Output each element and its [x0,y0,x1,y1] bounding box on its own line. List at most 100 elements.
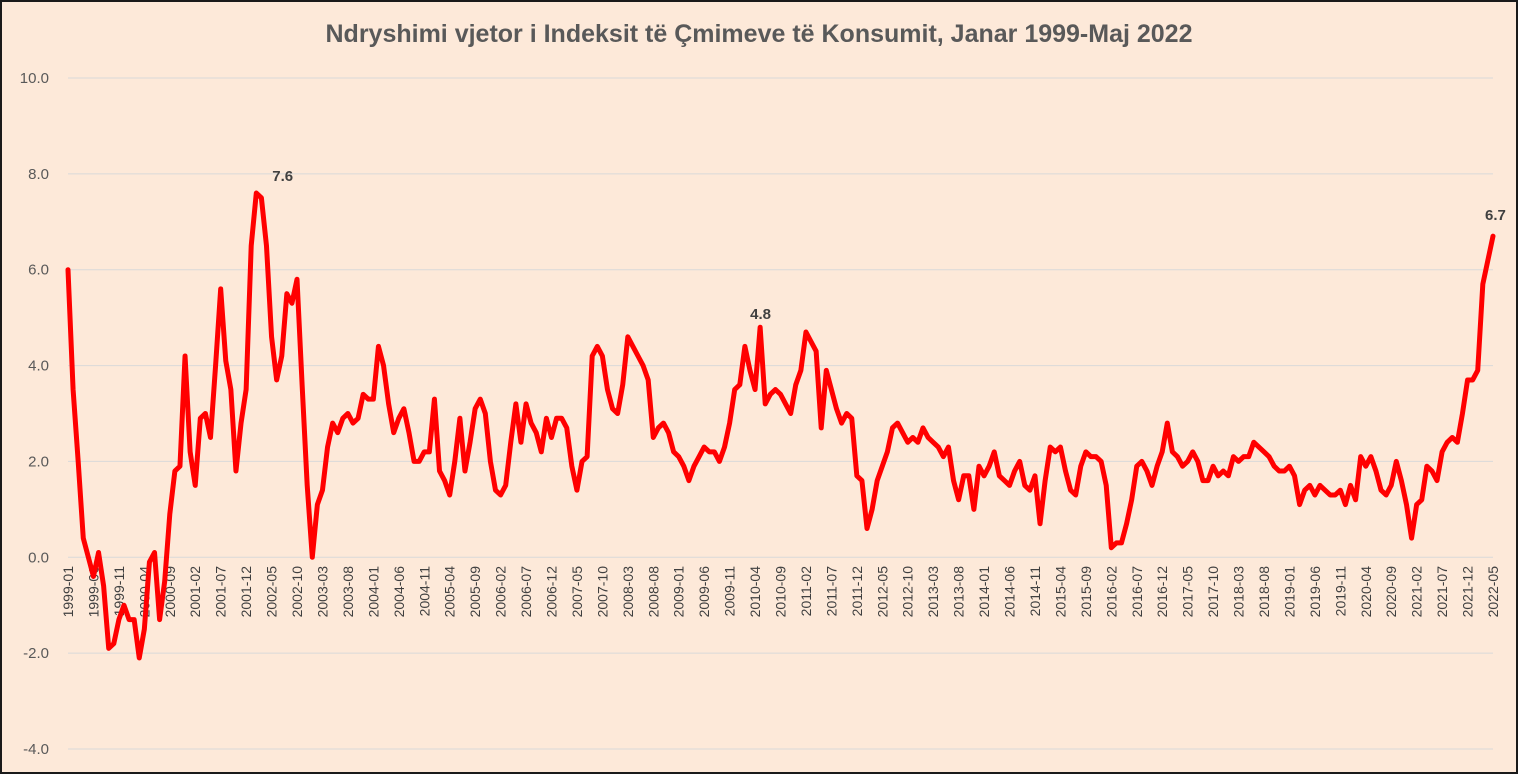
data-point [316,503,319,506]
data-point [499,493,502,497]
data-point [265,244,268,247]
data-point [987,465,991,468]
data-point [1110,546,1113,549]
data-point [219,287,222,291]
data-point [1196,460,1200,463]
data-point [1227,474,1230,478]
data-point [66,268,70,271]
data-point [372,397,375,401]
data-point [1446,441,1449,444]
data-point [1084,450,1088,454]
data-point [132,618,136,621]
x-tick-label: 1999-06 [85,566,101,618]
y-tick-label: 6.0 [28,262,49,279]
data-point [341,417,345,420]
data-point [596,345,599,348]
data-point [346,412,350,415]
data-point [957,498,960,501]
data-point [560,417,563,420]
data-point [667,431,670,434]
x-tick-label: 2017-05 [1180,566,1196,618]
data-point [138,656,141,660]
y-tick-label: 8.0 [28,166,49,183]
data-point [71,388,75,391]
data-point [952,479,955,482]
data-point [708,450,711,454]
data-point [850,417,853,420]
x-tick-label: 2015-09 [1078,566,1094,618]
chart-title: Ndryshimi vjetor i Indeksit të Çmimeve t… [325,20,1193,48]
data-point [234,469,238,473]
x-tick-label: 2022-05 [1485,566,1501,618]
data-point [209,436,212,439]
data-point [458,417,462,420]
data-point [1191,450,1194,454]
data-point [931,441,935,444]
data-point [1181,465,1184,468]
data-point [361,393,365,396]
data-point [1033,474,1037,478]
data-point [1303,488,1306,492]
data-point [606,388,609,391]
data-point [183,354,187,358]
data-point [926,436,930,439]
data-point [290,302,294,305]
data-point [295,278,299,281]
data-point [1150,484,1154,487]
data-point [1369,455,1373,458]
x-tick-label: 2002-10 [289,566,305,618]
data-point [748,369,752,372]
data-point [214,364,217,367]
data-point [1069,488,1072,492]
data-point [1293,474,1296,478]
data-point [468,441,472,444]
data-point [122,604,126,607]
data-point [1257,445,1261,449]
data-point [702,445,706,449]
data-point [188,450,192,454]
data-point [311,556,314,559]
x-tick-label: 2020-04 [1358,566,1374,618]
x-tick-label: 2019-01 [1281,566,1297,618]
data-point [891,426,894,430]
x-tick-label: 2005-04 [442,566,458,618]
x-tick-label: 2011-12 [849,566,865,617]
data-point [977,465,981,468]
data-label: 7.6 [272,168,293,185]
data-point [1364,465,1367,468]
data-point [504,484,507,487]
data-point [870,508,874,511]
x-tick-label: 2007-10 [594,566,610,618]
x-tick-label: 2010-04 [747,566,763,618]
data-point [580,460,584,463]
data-point [814,349,818,353]
data-point [1094,455,1098,458]
data-point [1318,484,1322,487]
data-point [1023,484,1026,487]
data-point [321,488,324,492]
data-point [942,455,945,458]
data-point [300,383,304,386]
data-point [484,412,487,415]
data-point [769,393,772,396]
data-point [621,383,624,386]
y-tick-label: 10.0 [20,70,49,87]
data-point [224,359,227,362]
data-point [1216,474,1220,478]
data-point [1395,460,1398,463]
data-point [631,345,635,348]
data-point [1283,469,1286,473]
data-point [255,191,258,195]
x-tick-label: 2008-08 [645,566,661,618]
x-tick-label: 2017-10 [1205,566,1221,618]
data-point [173,469,177,473]
data-point [641,364,645,367]
data-point [672,450,675,454]
data-point [713,450,716,454]
data-point [524,402,528,406]
data-point [158,618,161,621]
data-point [1390,484,1393,487]
data-point [326,445,329,449]
data-point [993,450,996,454]
